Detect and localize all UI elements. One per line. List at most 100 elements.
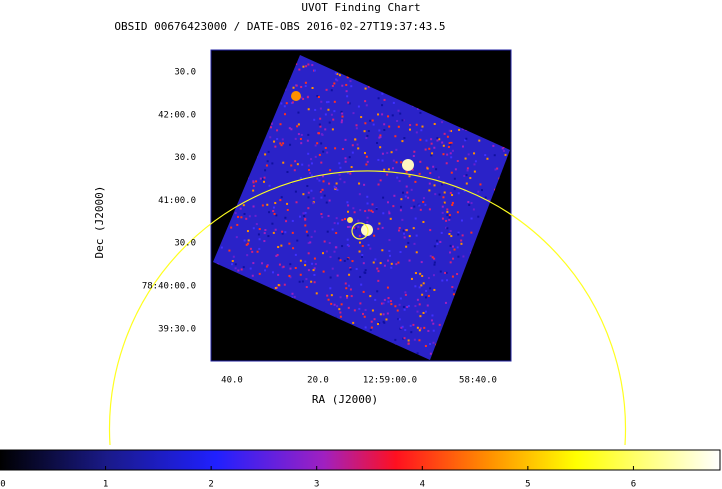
noise-pixel	[282, 142, 285, 145]
noise-pixel	[448, 129, 451, 132]
noise-pixel	[448, 214, 451, 217]
noise-pixel	[339, 296, 342, 299]
source	[402, 159, 414, 171]
noise-pixel	[407, 241, 410, 244]
noise-pixel	[405, 185, 408, 188]
noise-pixel	[341, 245, 344, 248]
noise-pixel	[441, 183, 444, 186]
noise-pixel	[350, 85, 353, 88]
noise-pixel	[341, 84, 344, 87]
noise-pixel	[431, 152, 434, 155]
noise-pixel	[261, 178, 264, 181]
noise-pixel	[251, 250, 254, 253]
noise-pixel	[460, 219, 463, 222]
noise-pixel	[373, 318, 376, 321]
noise-pixel	[372, 123, 375, 126]
noise-pixel	[427, 329, 430, 332]
noise-pixel	[451, 201, 454, 204]
noise-pixel	[414, 272, 417, 275]
y-tick-label: 41:00.0	[158, 196, 196, 206]
noise-pixel	[340, 303, 343, 306]
noise-pixel	[300, 85, 303, 88]
noise-pixel	[252, 185, 255, 188]
noise-pixel	[449, 230, 452, 233]
noise-pixel	[429, 342, 432, 345]
noise-pixel	[331, 128, 334, 131]
noise-pixel	[335, 78, 338, 81]
noise-pixel	[422, 311, 425, 314]
noise-pixel	[307, 242, 310, 245]
noise-pixel	[364, 326, 367, 329]
noise-pixel	[465, 174, 468, 177]
noise-pixel	[304, 85, 307, 88]
y-tick-label: 30.0	[174, 68, 196, 78]
noise-pixel	[288, 127, 291, 130]
noise-pixel	[404, 291, 407, 294]
noise-pixel	[340, 121, 343, 124]
noise-pixel	[421, 275, 424, 278]
noise-pixel	[428, 147, 431, 150]
noise-pixel	[282, 161, 285, 164]
noise-pixel	[357, 225, 360, 228]
noise-pixel	[313, 267, 316, 270]
noise-pixel	[330, 89, 333, 92]
noise-pixel	[433, 146, 436, 149]
noise-pixel	[357, 105, 360, 108]
noise-pixel	[382, 302, 385, 305]
noise-pixel	[257, 233, 260, 236]
noise-pixel	[457, 233, 460, 236]
noise-pixel	[350, 295, 353, 298]
noise-pixel	[240, 268, 243, 271]
noise-pixel	[352, 207, 355, 210]
noise-pixel	[473, 152, 476, 155]
noise-pixel	[504, 153, 507, 156]
noise-pixel	[450, 235, 453, 238]
noise-pixel	[382, 212, 385, 215]
noise-pixel	[304, 224, 307, 227]
noise-pixel	[436, 139, 439, 142]
noise-pixel	[390, 151, 393, 154]
noise-pixel	[343, 218, 346, 221]
noise-pixel	[421, 293, 424, 296]
x-axis-label: RA (J2000)	[312, 393, 378, 406]
noise-pixel	[314, 144, 317, 147]
noise-pixel	[290, 164, 293, 167]
noise-pixel	[383, 123, 386, 126]
noise-pixel	[429, 352, 432, 355]
noise-pixel	[327, 108, 330, 111]
noise-pixel	[452, 245, 455, 248]
noise-pixel	[357, 219, 360, 222]
noise-pixel	[339, 259, 342, 262]
noise-pixel	[310, 158, 313, 161]
noise-pixel	[328, 121, 331, 124]
noise-pixel	[426, 304, 429, 307]
noise-pixel	[400, 326, 403, 329]
noise-pixel	[427, 294, 430, 297]
noise-pixel	[362, 312, 365, 315]
noise-pixel	[415, 234, 418, 237]
noise-pixel	[319, 107, 322, 110]
noise-pixel	[347, 306, 350, 309]
noise-pixel	[280, 244, 283, 247]
noise-pixel	[470, 217, 473, 220]
noise-pixel	[424, 203, 427, 206]
noise-pixel	[318, 179, 321, 182]
noise-pixel	[461, 234, 464, 237]
noise-pixel	[346, 201, 349, 204]
noise-pixel	[386, 151, 389, 154]
noise-pixel	[325, 88, 328, 91]
noise-pixel	[355, 127, 358, 130]
noise-pixel	[379, 146, 382, 149]
noise-pixel	[329, 287, 332, 290]
noise-pixel	[456, 273, 459, 276]
noise-pixel	[252, 181, 255, 184]
source	[291, 91, 301, 101]
noise-pixel	[379, 313, 382, 316]
noise-pixel	[276, 253, 279, 256]
noise-pixel	[461, 145, 464, 148]
noise-pixel	[394, 135, 397, 138]
noise-pixel	[338, 74, 341, 77]
noise-pixel	[348, 284, 351, 287]
noise-pixel	[379, 135, 382, 138]
noise-pixel	[397, 125, 400, 128]
